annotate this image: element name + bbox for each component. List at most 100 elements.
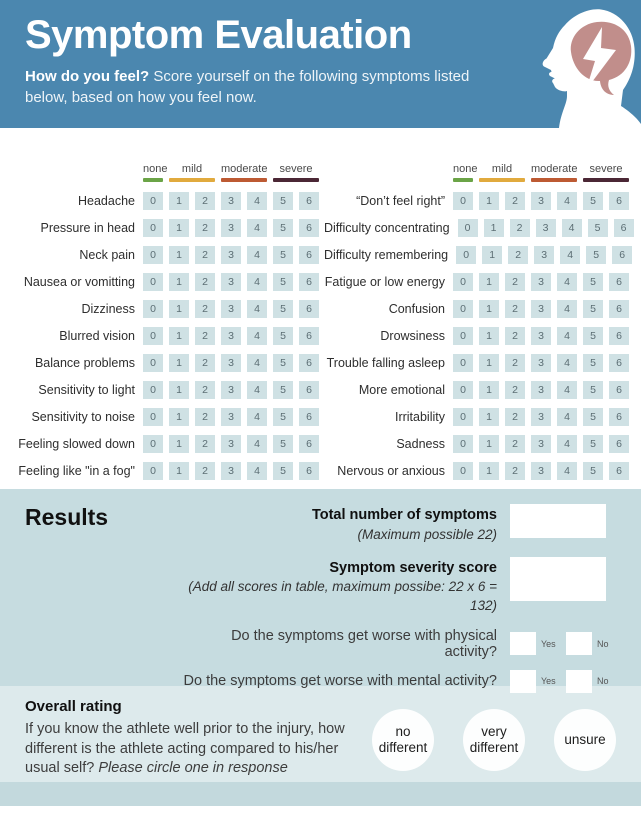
score-cell-6[interactable]: 6 xyxy=(299,273,319,291)
total-symptoms-input[interactable] xyxy=(510,504,606,538)
score-cell-2[interactable]: 2 xyxy=(195,300,215,318)
score-cell-1[interactable]: 1 xyxy=(169,435,189,453)
score-cell-3[interactable]: 3 xyxy=(531,408,551,426)
score-cell-3[interactable]: 3 xyxy=(531,192,551,210)
score-cell-6[interactable]: 6 xyxy=(609,462,629,480)
score-cell-4[interactable]: 4 xyxy=(557,408,577,426)
score-cell-1[interactable]: 1 xyxy=(169,462,189,480)
score-cell-3[interactable]: 3 xyxy=(221,408,241,426)
score-cell-4[interactable]: 4 xyxy=(247,462,267,480)
score-cell-4[interactable]: 4 xyxy=(247,273,267,291)
score-cell-2[interactable]: 2 xyxy=(195,408,215,426)
score-cell-3[interactable]: 3 xyxy=(535,219,556,237)
option-no-different[interactable]: no different xyxy=(372,709,434,771)
score-cell-1[interactable]: 1 xyxy=(169,300,189,318)
score-cell-2[interactable]: 2 xyxy=(195,462,215,480)
score-cell-3[interactable]: 3 xyxy=(221,462,241,480)
score-cell-0[interactable]: 0 xyxy=(143,354,163,372)
score-cell-4[interactable]: 4 xyxy=(557,435,577,453)
score-cell-6[interactable]: 6 xyxy=(613,219,634,237)
score-cell-2[interactable]: 2 xyxy=(505,354,525,372)
score-cell-1[interactable]: 1 xyxy=(479,273,499,291)
score-cell-1[interactable]: 1 xyxy=(479,381,499,399)
score-cell-4[interactable]: 4 xyxy=(557,381,577,399)
score-cell-4[interactable]: 4 xyxy=(557,300,577,318)
score-cell-6[interactable]: 6 xyxy=(299,327,319,345)
score-cell-4[interactable]: 4 xyxy=(557,327,577,345)
score-cell-3[interactable]: 3 xyxy=(221,219,241,237)
score-cell-2[interactable]: 2 xyxy=(509,219,530,237)
score-cell-6[interactable]: 6 xyxy=(299,381,319,399)
score-cell-6[interactable]: 6 xyxy=(299,354,319,372)
score-cell-4[interactable]: 4 xyxy=(247,327,267,345)
score-cell-0[interactable]: 0 xyxy=(457,219,478,237)
score-cell-6[interactable]: 6 xyxy=(299,246,319,264)
physical-yes-checkbox[interactable] xyxy=(510,632,536,656)
score-cell-3[interactable]: 3 xyxy=(531,273,551,291)
score-cell-3[interactable]: 3 xyxy=(221,327,241,345)
score-cell-5[interactable]: 5 xyxy=(273,354,293,372)
score-cell-3[interactable]: 3 xyxy=(221,354,241,372)
score-cell-1[interactable]: 1 xyxy=(483,219,504,237)
score-cell-6[interactable]: 6 xyxy=(299,462,319,480)
score-cell-5[interactable]: 5 xyxy=(273,408,293,426)
score-cell-0[interactable]: 0 xyxy=(453,273,473,291)
severity-score-input[interactable] xyxy=(510,556,606,601)
score-cell-2[interactable]: 2 xyxy=(505,408,525,426)
score-cell-4[interactable]: 4 xyxy=(557,462,577,480)
score-cell-5[interactable]: 5 xyxy=(273,219,293,237)
score-cell-5[interactable]: 5 xyxy=(273,246,293,264)
score-cell-0[interactable]: 0 xyxy=(143,462,163,480)
mental-yes-checkbox[interactable] xyxy=(510,669,536,693)
score-cell-0[interactable]: 0 xyxy=(453,192,473,210)
score-cell-1[interactable]: 1 xyxy=(479,435,499,453)
score-cell-0[interactable]: 0 xyxy=(143,246,163,264)
score-cell-0[interactable]: 0 xyxy=(456,246,477,264)
score-cell-6[interactable]: 6 xyxy=(299,408,319,426)
score-cell-2[interactable]: 2 xyxy=(195,354,215,372)
score-cell-0[interactable]: 0 xyxy=(143,327,163,345)
score-cell-4[interactable]: 4 xyxy=(247,192,267,210)
score-cell-1[interactable]: 1 xyxy=(479,408,499,426)
score-cell-3[interactable]: 3 xyxy=(531,354,551,372)
score-cell-2[interactable]: 2 xyxy=(505,273,525,291)
score-cell-5[interactable]: 5 xyxy=(587,219,608,237)
score-cell-5[interactable]: 5 xyxy=(273,327,293,345)
score-cell-1[interactable]: 1 xyxy=(169,327,189,345)
score-cell-1[interactable]: 1 xyxy=(169,273,189,291)
score-cell-0[interactable]: 0 xyxy=(143,408,163,426)
score-cell-2[interactable]: 2 xyxy=(195,327,215,345)
score-cell-5[interactable]: 5 xyxy=(583,435,603,453)
score-cell-3[interactable]: 3 xyxy=(221,381,241,399)
score-cell-0[interactable]: 0 xyxy=(453,462,473,480)
score-cell-3[interactable]: 3 xyxy=(531,381,551,399)
score-cell-2[interactable]: 2 xyxy=(505,192,525,210)
score-cell-2[interactable]: 2 xyxy=(195,219,215,237)
score-cell-0[interactable]: 0 xyxy=(143,273,163,291)
score-cell-6[interactable]: 6 xyxy=(612,246,633,264)
score-cell-5[interactable]: 5 xyxy=(273,435,293,453)
score-cell-5[interactable]: 5 xyxy=(583,354,603,372)
score-cell-5[interactable]: 5 xyxy=(583,300,603,318)
score-cell-0[interactable]: 0 xyxy=(143,192,163,210)
score-cell-6[interactable]: 6 xyxy=(299,435,319,453)
score-cell-2[interactable]: 2 xyxy=(195,273,215,291)
score-cell-1[interactable]: 1 xyxy=(482,246,503,264)
score-cell-0[interactable]: 0 xyxy=(143,219,163,237)
score-cell-4[interactable]: 4 xyxy=(557,273,577,291)
score-cell-0[interactable]: 0 xyxy=(453,381,473,399)
score-cell-3[interactable]: 3 xyxy=(221,192,241,210)
score-cell-6[interactable]: 6 xyxy=(609,273,629,291)
score-cell-4[interactable]: 4 xyxy=(247,381,267,399)
option-unsure[interactable]: unsure xyxy=(554,709,616,771)
score-cell-6[interactable]: 6 xyxy=(609,435,629,453)
score-cell-3[interactable]: 3 xyxy=(531,327,551,345)
score-cell-2[interactable]: 2 xyxy=(505,381,525,399)
score-cell-6[interactable]: 6 xyxy=(299,219,319,237)
score-cell-5[interactable]: 5 xyxy=(273,273,293,291)
score-cell-2[interactable]: 2 xyxy=(505,300,525,318)
score-cell-2[interactable]: 2 xyxy=(508,246,529,264)
score-cell-2[interactable]: 2 xyxy=(505,435,525,453)
score-cell-3[interactable]: 3 xyxy=(531,435,551,453)
mental-no-checkbox[interactable] xyxy=(566,669,592,693)
